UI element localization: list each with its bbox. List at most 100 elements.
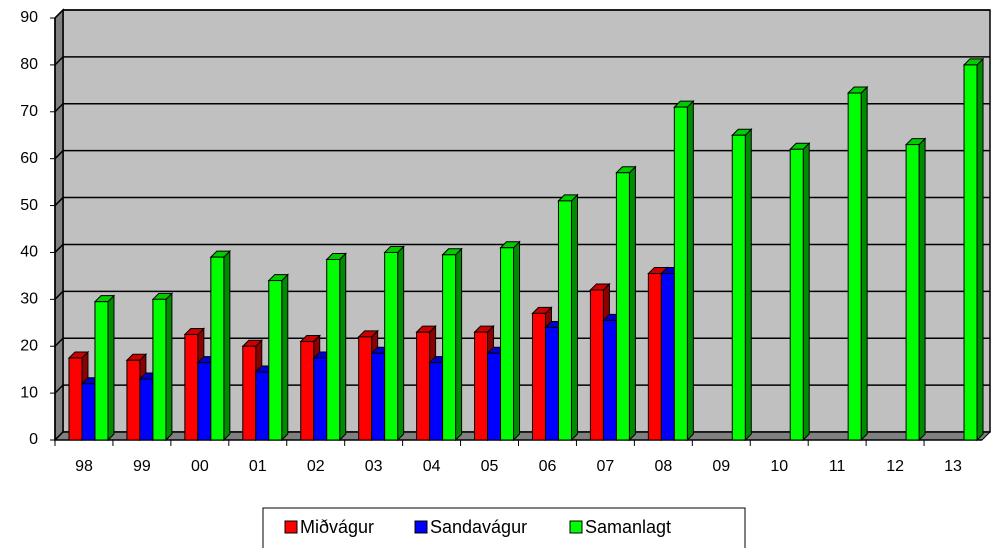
bar (904, 137, 927, 442)
bar-front (242, 345, 257, 441)
bar-front (963, 64, 978, 441)
x-tick-label: 08 (654, 458, 672, 475)
grid-line-side (54, 243, 64, 253)
legend-swatch (569, 520, 583, 534)
bar-front (152, 298, 167, 441)
bar (557, 193, 579, 442)
bar-front (255, 371, 270, 441)
bar-front (358, 336, 373, 441)
bar (731, 128, 753, 442)
legend-label: Miðvágur (300, 517, 374, 537)
bar-front (139, 378, 154, 441)
bar (209, 249, 232, 442)
x-tick-label: 09 (712, 458, 730, 475)
bar-front (429, 362, 444, 441)
bar (846, 85, 869, 442)
bar (93, 294, 116, 442)
x-tick-label: 10 (770, 458, 788, 475)
bar-side (223, 249, 231, 442)
x-tick-label: 98 (75, 458, 93, 475)
bar-side (455, 247, 463, 442)
bar-front (647, 273, 662, 441)
bar-front (602, 319, 617, 441)
legend-label: Samanlagt (585, 517, 671, 537)
bar-front (731, 134, 746, 441)
bar-side (165, 292, 173, 442)
x-tick-label: 12 (886, 458, 904, 475)
y-tick-label: 0 (29, 431, 38, 448)
bar-front (416, 331, 431, 441)
legend: Miðvágur Sandavágur Samanlagt (262, 507, 746, 548)
bar-front (500, 247, 515, 441)
bar-front (487, 352, 502, 441)
bar-side (339, 252, 347, 442)
legend-swatch (414, 520, 428, 534)
bar-side (281, 273, 289, 442)
bar-front (789, 148, 804, 441)
grid-line-side (54, 197, 64, 207)
bar-front (442, 254, 457, 441)
bar-side (744, 128, 752, 442)
grid-line-side (54, 150, 64, 160)
grid-line-side (54, 337, 64, 347)
bar-front (384, 251, 399, 441)
grid-line-side (54, 384, 64, 394)
bar-front (268, 280, 283, 441)
x-tick-label: 07 (597, 458, 615, 475)
bar-front (300, 341, 315, 441)
x-tick-label: 04 (423, 458, 441, 475)
grid-line-side (54, 290, 64, 300)
bar-side (570, 193, 578, 442)
bar-side (686, 99, 694, 442)
bar-front (81, 383, 96, 441)
x-tick-label: 01 (249, 458, 267, 475)
bar-front (615, 172, 630, 441)
y-tick-label: 30 (20, 291, 38, 308)
bar (499, 240, 521, 442)
bar-front (544, 326, 559, 441)
y-tick-label: 60 (20, 150, 38, 167)
bar (383, 245, 405, 442)
bar-front (557, 200, 572, 441)
bar-front (313, 357, 328, 441)
grid-line-side (54, 56, 64, 66)
bar-front (184, 334, 199, 441)
bar-front (905, 144, 920, 441)
bar-front (673, 106, 688, 441)
bar-side (860, 85, 868, 442)
bar-side (397, 245, 405, 442)
legend-swatch (284, 520, 298, 534)
y-tick-label: 40 (20, 244, 38, 261)
bar-front (94, 301, 109, 441)
bar-front (660, 273, 675, 441)
y-tick-label: 10 (20, 384, 38, 401)
bar-front (474, 331, 489, 441)
bar (325, 252, 347, 442)
y-tick-label: 80 (20, 56, 38, 73)
bar-side (513, 240, 521, 442)
bar-front (68, 357, 83, 441)
bar-side (628, 165, 636, 442)
bar-side (918, 137, 926, 442)
bar-side (802, 142, 810, 442)
grid-line-side (54, 103, 64, 113)
bar-front (126, 359, 141, 441)
grid-line-side (54, 9, 64, 19)
y-tick-label: 50 (20, 197, 38, 214)
bar-front (197, 362, 212, 441)
x-tick-label: 02 (307, 458, 325, 475)
bar-front (371, 352, 386, 441)
legend-box (262, 507, 746, 548)
bar-front (531, 312, 546, 441)
bar-front (589, 289, 604, 441)
x-tick-label: 11 (829, 458, 846, 475)
bar (962, 57, 985, 442)
y-tick-label: 70 (20, 103, 38, 120)
y-tick-label: 20 (20, 337, 38, 354)
bar-side (976, 57, 984, 442)
bar-front (326, 258, 341, 441)
bar (673, 99, 695, 442)
bar (789, 142, 811, 442)
y-tick-label: 90 (20, 9, 38, 26)
